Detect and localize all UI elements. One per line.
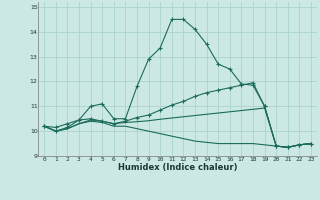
- X-axis label: Humidex (Indice chaleur): Humidex (Indice chaleur): [118, 163, 237, 172]
